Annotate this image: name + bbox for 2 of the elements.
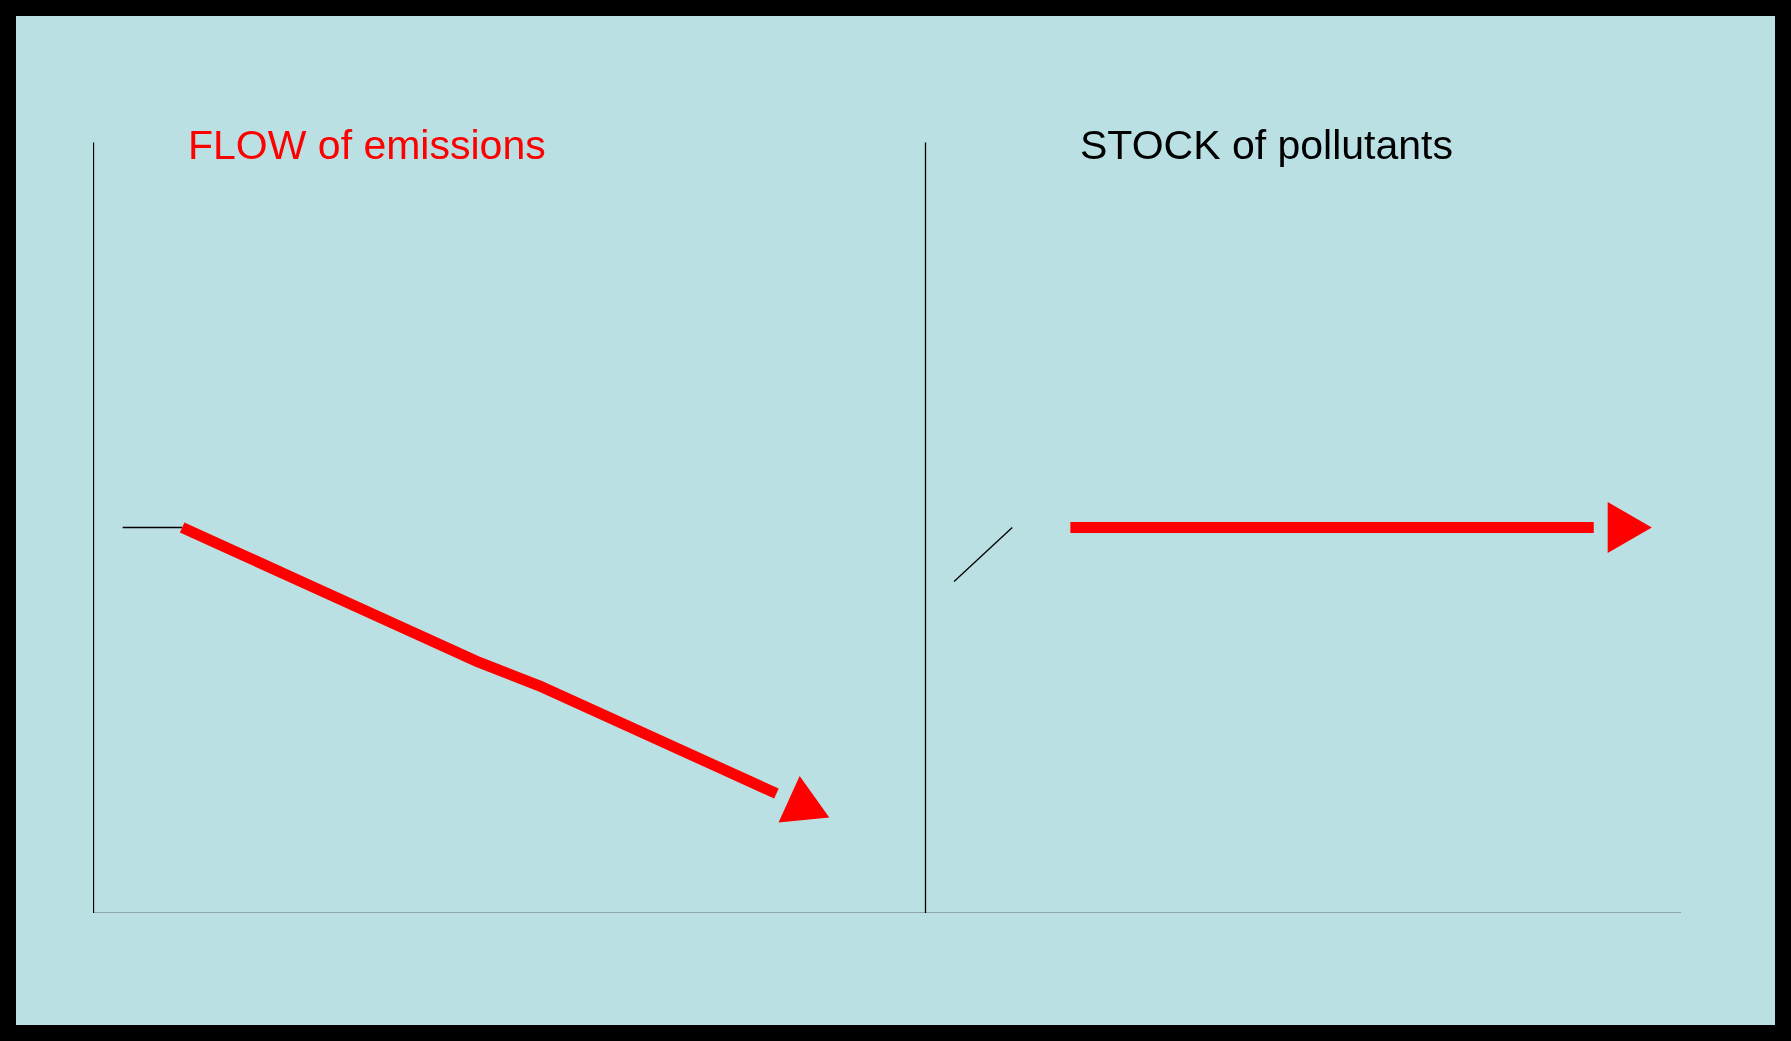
chart-title: STOCK of pollutants xyxy=(1080,122,1453,168)
chart-title: FLOW of emissions xyxy=(188,122,546,168)
